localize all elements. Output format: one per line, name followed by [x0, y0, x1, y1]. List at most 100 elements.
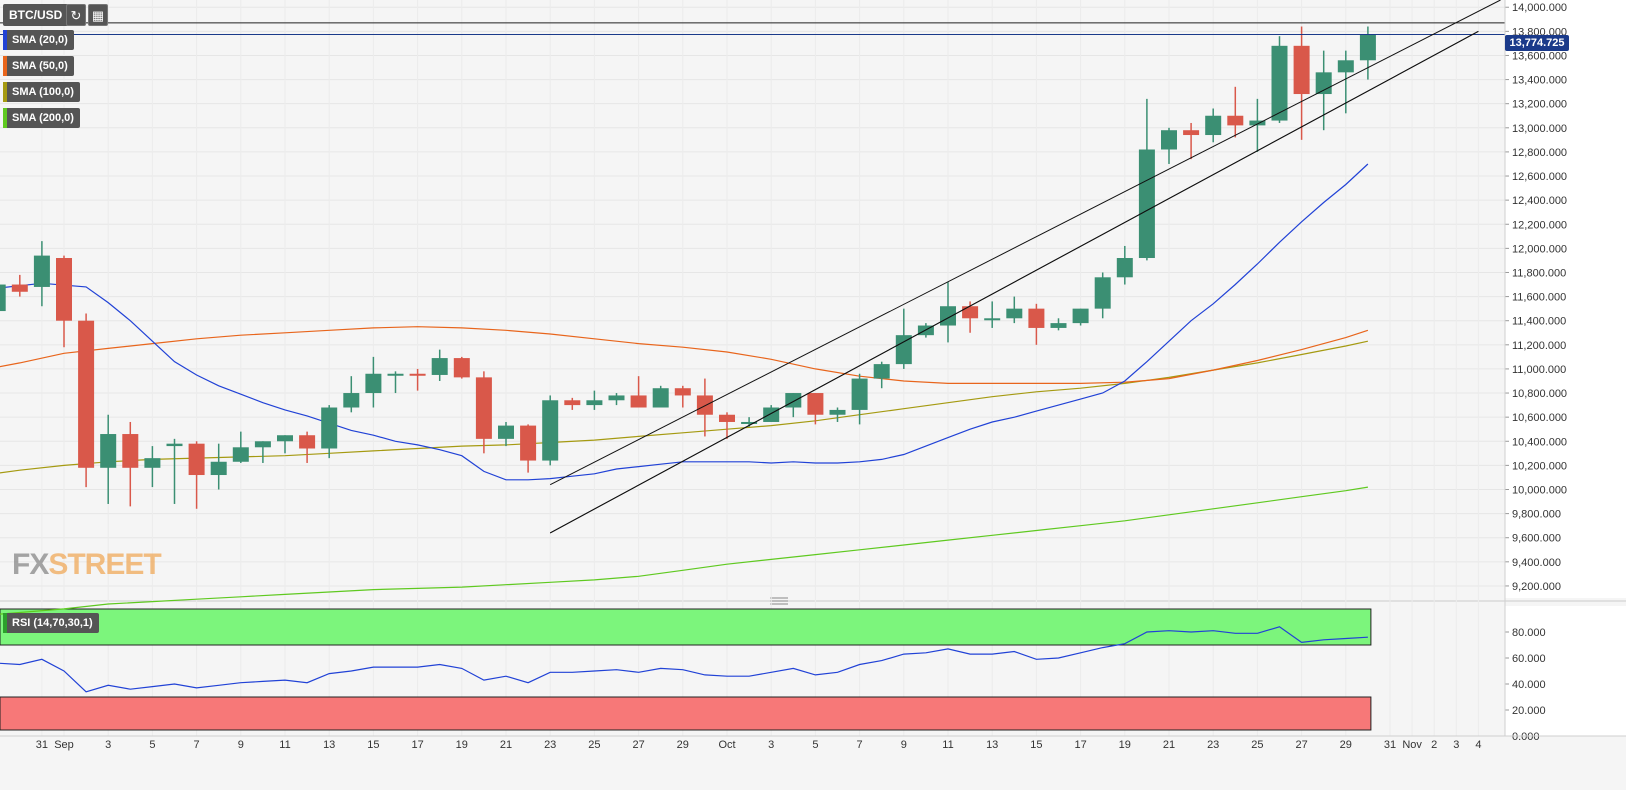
calendar-icon: ▦ [91, 8, 105, 23]
candle-body [1050, 323, 1067, 328]
candle-body [940, 306, 956, 326]
rsi-tick-label: 20.000 [1512, 705, 1546, 717]
candle-bearish [719, 412, 735, 439]
candle-bearish [188, 441, 205, 509]
time-tick-label: 7 [194, 739, 200, 751]
time-tick-label: 3 [1453, 739, 1459, 751]
candle-bullish [100, 414, 117, 504]
rsi-tick-label: 40.000 [1512, 679, 1546, 691]
candle-body [33, 255, 50, 287]
candle-body [277, 435, 293, 442]
candle-bullish [166, 438, 183, 504]
candle-bullish [1271, 36, 1288, 123]
candle-body [851, 378, 868, 410]
candle-bullish [343, 376, 360, 413]
candle-body [586, 400, 603, 406]
sma200-line [0, 486, 1368, 615]
time-tick-label: 17 [1074, 739, 1086, 751]
time-tick-label: 2 [1431, 739, 1437, 751]
time-tick-label: 25 [1251, 739, 1263, 751]
time-tick-label: 17 [411, 739, 423, 751]
legend-rsi[interactable]: RSI (14,70,30,1) [3, 613, 99, 633]
candle-body [829, 409, 846, 415]
candle-bullish [984, 301, 1001, 328]
candle-bearish [1227, 86, 1244, 138]
candle-bullish [542, 395, 559, 466]
rsi-zones [0, 608, 1372, 731]
candle-body [498, 425, 514, 439]
time-tick-label: 13 [986, 739, 998, 751]
candle-bearish [696, 378, 713, 437]
candle-body [299, 435, 316, 449]
candle-body [1227, 115, 1244, 126]
candle-body [1337, 60, 1354, 73]
logo-part2: STREET [48, 548, 161, 581]
time-tick-label: 23 [1207, 739, 1219, 751]
time-tick-label: 25 [588, 739, 600, 751]
price-tick-label: 10,600.000 [1512, 412, 1567, 424]
rsi-axis-area [1505, 606, 1626, 736]
candle-body [1116, 258, 1133, 278]
sma50-line [0, 326, 1369, 384]
panel-resize-handle[interactable] [770, 597, 788, 605]
candle-body [1183, 130, 1200, 136]
candle-bullish [431, 349, 448, 381]
candle-bearish [520, 424, 537, 473]
current-price-tag: 13,774.725 [1505, 35, 1569, 51]
candle-body [520, 425, 537, 461]
candle-body [807, 393, 824, 415]
candle-body [873, 364, 890, 379]
candle-bullish [498, 421, 514, 447]
time-tick-label: 3 [105, 739, 111, 751]
candle-bullish [1359, 26, 1376, 80]
rsi-legend-label: RSI (14,70,30,1) [12, 617, 93, 629]
symbol-label[interactable]: BTC/USD [3, 4, 69, 26]
candle-bullish [321, 405, 338, 459]
main-plot-area [0, 0, 1505, 598]
candle-bullish [608, 393, 625, 406]
legend-sma200[interactable]: SMA (200,0) [3, 108, 80, 128]
candle-body [78, 320, 95, 468]
refresh-button[interactable]: ↻ [66, 4, 86, 26]
candle-bullish [873, 361, 890, 389]
candle-bullish [232, 431, 249, 463]
candle-body [1161, 130, 1177, 150]
candle-body [741, 421, 758, 424]
calendar-button[interactable]: ▦ [88, 4, 108, 26]
candle-bullish [652, 385, 669, 408]
candle-body [11, 284, 28, 292]
price-tick-label: 9,800.000 [1512, 509, 1561, 521]
rsi-overbought-zone [0, 608, 1372, 646]
candle-body [122, 434, 139, 468]
channel-lower-line[interactable] [549, 30, 1479, 534]
candle-bearish [475, 371, 492, 454]
candle-bearish [674, 385, 691, 408]
time-tick-label: 9 [238, 739, 244, 751]
time-tick-label: 27 [1295, 739, 1307, 751]
channel-upper-line[interactable] [549, 0, 1501, 486]
candle-bearish [962, 301, 979, 333]
time-tick-label: 11 [942, 739, 953, 751]
candle-body [719, 414, 735, 422]
time-tick-label: 19 [456, 739, 468, 751]
legend-sma20[interactable]: SMA (20,0) [3, 30, 74, 50]
candle-bullish [1072, 308, 1089, 326]
time-tick-label: 27 [632, 739, 644, 751]
candle-body [608, 395, 625, 401]
candle-body [56, 258, 72, 321]
candle-body [1359, 34, 1376, 61]
price-tick-label: 13,400.000 [1512, 75, 1567, 87]
legend-sma50[interactable]: SMA (50,0) [3, 56, 74, 76]
time-tick-label: Nov [1402, 739, 1422, 751]
candle-bearish [122, 421, 139, 507]
candle-body [475, 377, 492, 439]
time-tick-label: Oct [718, 739, 735, 751]
candle-bullish [144, 446, 161, 488]
candle-body [696, 395, 713, 415]
candle-body [1094, 277, 1111, 309]
legend-sma100[interactable]: SMA (100,0) [3, 82, 80, 102]
price-axis-area [1505, 0, 1626, 598]
candle-body [321, 407, 338, 449]
time-tick-label: 31 [36, 739, 48, 751]
